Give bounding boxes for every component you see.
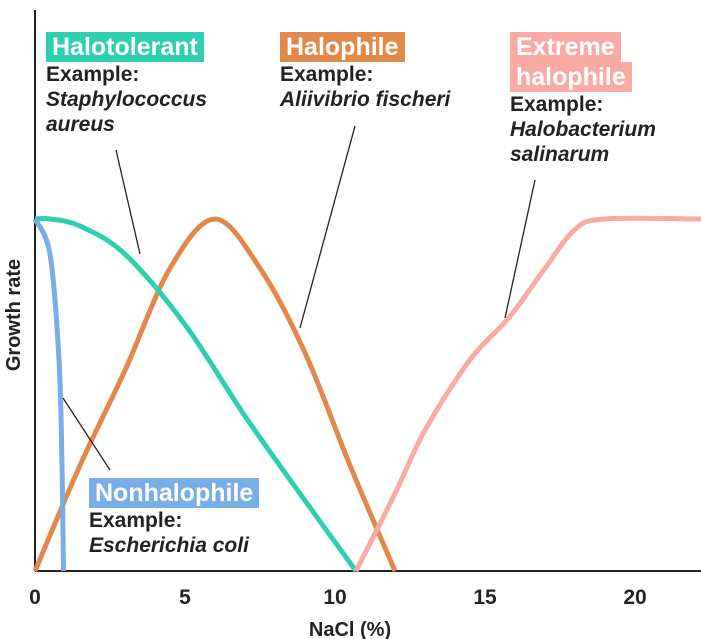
x-tick-label: 15 [473,586,497,609]
tag-halophile-2: halophile [510,62,632,92]
example-label: Example: [46,63,140,86]
leader-halotolerant [115,149,141,255]
leader-extreme [504,179,536,319]
example-label: Example: [510,93,604,116]
label-halotolerant: Halotolerant Example: Staphylococcus aur… [46,32,207,137]
example-name: Escherichia coli [89,534,249,557]
x-tick-label: 10 [323,586,346,609]
tag-nonhalophile: Nonhalophile [89,478,260,508]
tag-halophile: Halophile [280,32,405,62]
leader-nonhalophile [62,397,111,471]
example-name: Halobacterium [510,118,656,141]
example-name: Staphylococcus [46,88,208,111]
example-label: Example: [89,509,183,532]
x-axis-label: NaCl (%) [309,619,391,639]
example-name: salinarum [510,143,610,166]
x-tick-label: 0 [29,586,41,609]
series-line-nonhalophile [32,217,66,572]
leader-halophile [299,125,356,329]
x-tick-label: 5 [179,586,191,609]
x-tick-label: 20 [623,586,646,609]
series-line-extreme-halophile [353,215,701,573]
y-axis-label: Growth rate [3,259,25,371]
example-label: Example: [280,63,374,86]
label-extreme-halophile: Extreme halophile Example: Halobacterium… [510,32,656,167]
example-name: Aliivibrio fischeri [280,88,451,111]
series-line-halotolerant [34,215,359,573]
label-halophile: Halophile Example: Aliivibrio fischeri [280,32,450,112]
tag-halotolerant: Halotolerant [46,32,204,62]
label-nonhalophile: Nonhalophile Example: Escherichia coli [89,478,260,558]
tag-extreme: Extreme [510,32,621,62]
example-name: aureus [46,113,115,136]
